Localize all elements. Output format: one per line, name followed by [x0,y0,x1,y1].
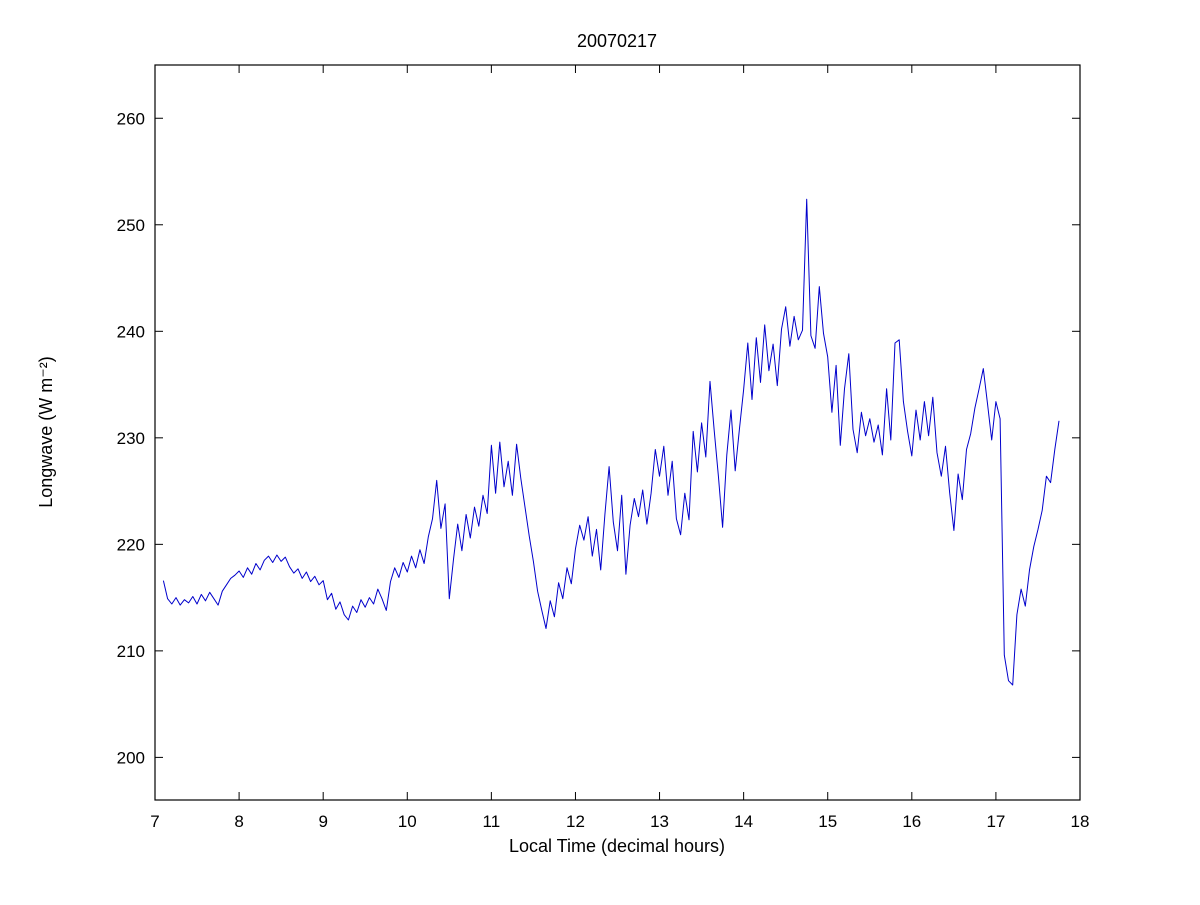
y-tick-label: 220 [117,535,145,554]
x-tick-label: 9 [318,812,327,831]
y-tick-label: 250 [117,216,145,235]
axes-layer: 7 8 9 10 11 12 13 14 15 16 17 18 200 210 220 230 240 250 2… [117,64,1090,831]
x-tick-label: 8 [234,812,243,831]
x-tick-label: 7 [150,812,159,831]
y-tick-label: 210 [117,642,145,661]
y-tick-label: 260 [117,109,145,128]
x-tick-label: 16 [902,812,921,831]
y-axis-label: Longwave (W m⁻²) [36,356,56,508]
x-tick-label: 14 [734,812,753,831]
x-tick-label: 17 [986,812,1005,831]
x-axis-label: Local Time (decimal hours) [509,836,725,856]
series-layer [162,198,1060,686]
axes-box [154,64,1081,801]
x-tick-label: 12 [566,812,585,831]
x-tick-label: 15 [818,812,837,831]
x-tick-label: 13 [650,812,669,831]
x-tick-label: 18 [1071,812,1090,831]
y-tick-label: 200 [117,748,145,767]
chart-title: 20070217 [577,31,657,51]
y-tick-label: 230 [117,429,145,448]
x-tick-label: 11 [483,812,501,831]
series-line [162,198,1060,686]
y-tick-label: 240 [117,322,145,341]
x-tick-label: 10 [398,812,417,831]
